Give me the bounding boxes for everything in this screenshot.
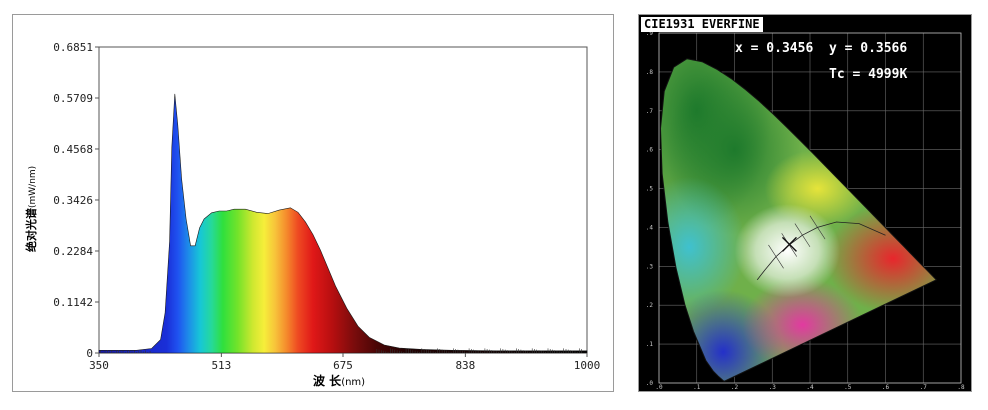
y-tick-label: 0.4568 bbox=[53, 143, 93, 156]
cie-y-tick-label: .4 bbox=[646, 224, 654, 231]
spectral-locus-outline bbox=[659, 58, 938, 382]
cie-x-tick-label: .3 bbox=[769, 384, 777, 391]
y-tick-label: 0 bbox=[86, 347, 93, 360]
cie-y-tick-label: .7 bbox=[646, 108, 654, 115]
x-axis-label: 波 长(nm) bbox=[313, 373, 365, 388]
cie-y-tick-label: .3 bbox=[646, 263, 654, 270]
baseline-noise bbox=[100, 348, 582, 353]
cie-y-tick-label: .6 bbox=[646, 147, 654, 154]
x-tick-label: 675 bbox=[333, 359, 353, 372]
y-axis-label: 绝对光谱(mW/nm) bbox=[24, 166, 38, 252]
cie-x-tick-label: .7 bbox=[920, 384, 928, 391]
chromaticity-point-marker bbox=[781, 236, 797, 252]
spectrum-chart: 350 513 675 838 1000 0 0.1142 0.2284 0.3426 0.456… bbox=[24, 41, 601, 388]
cie-x-tick-label: .5 bbox=[844, 384, 852, 391]
x-tick-label: 1000 bbox=[574, 359, 601, 372]
cie-chart-title: CIE1931 EVERFINE bbox=[641, 17, 763, 32]
y-tick-label: 0.6851 bbox=[53, 41, 93, 54]
spectrum-area-series bbox=[98, 93, 588, 354]
spectrum-chart-panel: 350 513 675 838 1000 0 0.1142 0.2284 0.3426 0.456… bbox=[12, 14, 614, 392]
cie-y-tick-label: .0 bbox=[646, 380, 654, 387]
x-coordinate: x = 0.3456 bbox=[735, 41, 814, 56]
cie-chart-panel: .0 .1 .2 .3 .4 .5 .6 .7 .8 .0 .1 .2 .3 .4 .5 .6 .7 .8 .9 C… bbox=[638, 14, 972, 392]
x-tick-label: 350 bbox=[89, 359, 109, 372]
y-tick-label: 0.3426 bbox=[53, 194, 93, 207]
cie-y-tick-label: .9 bbox=[646, 30, 654, 37]
x-tick-label: 838 bbox=[455, 359, 475, 372]
cie-x-tick-label: .8 bbox=[957, 384, 965, 391]
cie-x-tick-label: .1 bbox=[693, 384, 701, 391]
y-tick-label: 0.1142 bbox=[53, 296, 93, 309]
chromaticity-coordinates: x = 0.3456 y = 0.3566 bbox=[735, 41, 907, 56]
cie-x-tick-label: .0 bbox=[655, 384, 663, 391]
y-tick-label: 0.5709 bbox=[53, 92, 93, 105]
y-coordinate: y = 0.3566 bbox=[828, 41, 908, 56]
cie-x-tick-label: .4 bbox=[806, 384, 814, 391]
cie-y-tick-label: .2 bbox=[646, 302, 654, 309]
cie-x-tick-label: .2 bbox=[731, 384, 739, 391]
cie-y-tick-label: .8 bbox=[646, 69, 654, 76]
cie-y-tick-label: .1 bbox=[646, 341, 654, 348]
y-tick-label: 0.2284 bbox=[53, 245, 93, 258]
cie-x-tick-label: .6 bbox=[882, 384, 890, 391]
cie-y-tick-label: .5 bbox=[646, 186, 654, 193]
cie-chromaticity-diagram: .0 .1 .2 .3 .4 .5 .6 .7 .8 .0 .1 .2 .3 .4 .5 .6 .7 .8 .9 bbox=[646, 30, 965, 391]
x-tick-label: 513 bbox=[211, 359, 231, 372]
color-temperature: Tc = 4999K bbox=[829, 67, 908, 82]
